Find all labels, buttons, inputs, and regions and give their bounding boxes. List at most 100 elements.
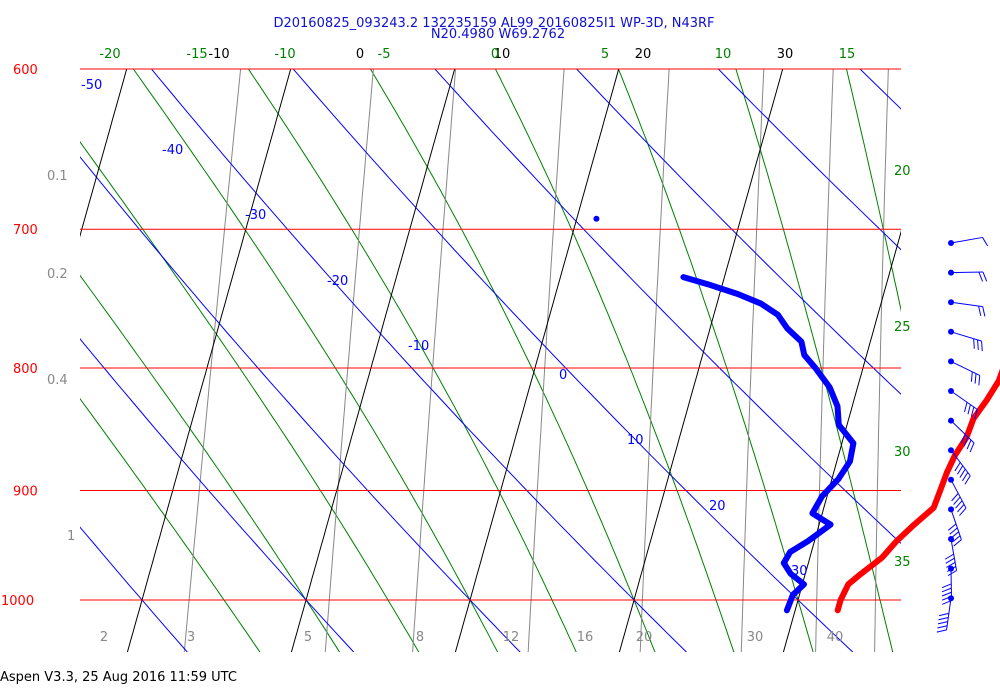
wind-barb [948, 236, 989, 247]
pressure-label: 800 [13, 362, 38, 377]
wind-barb-staff [950, 301, 983, 308]
isotherms [80, 69, 901, 652]
wind-barb-feather [947, 570, 957, 577]
wind-barb-feather [974, 373, 977, 384]
wind-barb-feather [982, 237, 989, 247]
moist-adiabat-label: 0 [491, 47, 499, 62]
wind-barb-staff [950, 509, 962, 540]
wind-barb-feather [951, 493, 959, 502]
mixing-ratio-line [639, 69, 670, 652]
wind-barb-feather [970, 371, 973, 382]
isobars [80, 68, 901, 601]
mixing-ratio-label: 16 [577, 630, 594, 645]
wind-barb-feather [960, 433, 966, 444]
wind-barb-feather [978, 305, 982, 316]
isotherm-label: 10 [494, 47, 511, 62]
mixing-ratio-label: 12 [503, 630, 520, 645]
wind-barb-feather [959, 507, 967, 516]
pressure-label: 600 [13, 63, 38, 78]
wind-barb-feather [981, 341, 983, 352]
wind-barb-feather [966, 439, 972, 450]
moist-adiabat-label: 35 [894, 555, 911, 570]
wind-barb-feather [937, 621, 948, 625]
moist-adiabat-label: -20 [99, 47, 120, 62]
wind-barb-feather [941, 591, 952, 597]
wind-barb-feather [944, 553, 954, 560]
wind-barb-feather [963, 436, 969, 447]
wind-barb-feather [955, 500, 963, 509]
wind-barb-feather [942, 600, 952, 605]
mixing-ratio-line [183, 69, 242, 652]
moist-adiabat-line [247, 69, 577, 652]
dry-adiabat-label: 0 [559, 368, 567, 383]
mixing-ratio-label: 0.4 [47, 373, 68, 388]
wind-barb-feather [941, 587, 952, 593]
mixing-ratio-label: 0.1 [47, 169, 68, 184]
wind-barb-feather [954, 462, 961, 472]
dry-adiabat-line [80, 156, 521, 652]
dry-adiabat-line [575, 69, 901, 395]
wind-barb-staff [950, 538, 958, 571]
wind-barb-feather [974, 409, 978, 420]
mixing-ratio-line [324, 69, 374, 652]
dry-adiabat-label: -50 [81, 78, 102, 93]
sounding-traces [593, 215, 1000, 614]
wind-barb-feather [970, 406, 975, 417]
wind-barb-feather [953, 539, 962, 547]
wind-barb-feather [956, 465, 964, 475]
pressure-label: 1000 [1, 594, 34, 609]
mixing-ratio-label: 5 [304, 630, 312, 645]
moist-adiabat-label: 5 [601, 47, 609, 62]
wind-barb-feather [938, 617, 949, 621]
moist-adiabat-line [80, 274, 341, 652]
moist-adiabat-label: -10 [274, 47, 295, 62]
chart-title: D20160825_093243.2 132235159 AL99 201608… [273, 16, 715, 31]
moist-adiabat-label: 25 [894, 320, 911, 335]
mixing-ratio-lines [13, 67, 889, 655]
moist-adiabat-label: 20 [894, 164, 911, 179]
isotherm-label: -10 [208, 47, 229, 62]
data-point [593, 215, 600, 222]
dry-adiabat-label: 20 [709, 499, 726, 514]
moist-adiabat-line [80, 397, 261, 652]
dry-adiabat-label: 30 [791, 564, 808, 579]
wind-barb-feather [978, 271, 984, 282]
dry-adiabat-line [0, 67, 23, 655]
wind-barb-feather [941, 583, 952, 589]
wind-barb-feather [946, 561, 956, 568]
temperature-trace [834, 368, 1000, 614]
wind-barb-feather [945, 557, 955, 564]
wind-barb [948, 299, 986, 317]
software-footer: Aspen V3.3, 25 Aug 2016 11:59 UTC [0, 670, 237, 685]
mixing-ratio-line [13, 67, 79, 655]
mixing-ratio-line [740, 69, 765, 652]
wind-barb [948, 417, 975, 453]
wind-barb-feather [982, 306, 986, 317]
dry-adiabat-line [80, 338, 355, 652]
isotherm-line [126, 69, 292, 652]
wind-barb-feather [978, 375, 981, 386]
isotherm-label: 0 [356, 47, 364, 62]
mixing-ratio-label: 20 [636, 630, 653, 645]
wind-barb-staff [950, 390, 978, 410]
wind-barb-feather [957, 504, 965, 513]
wind-barb [947, 506, 962, 547]
pressure-label: 700 [13, 223, 38, 238]
isotherm-line [454, 69, 620, 652]
wind-barb [948, 358, 981, 386]
wind-barb-feather [977, 339, 979, 350]
mixing-ratio-label: 8 [416, 630, 424, 645]
wind-barb-staff [950, 236, 983, 244]
isotherm-line [618, 69, 784, 652]
wind-barb [948, 328, 983, 352]
moist-adiabat-line [617, 69, 814, 652]
chart-subtitle-location: N20.4980 W69.2762 [430, 27, 566, 42]
wind-barb-feather [969, 442, 975, 453]
dry-adiabat-label: 10 [627, 433, 644, 448]
dry-adiabat-line [717, 69, 901, 251]
moist-adiabat-label: -5 [378, 47, 391, 62]
mixing-ratio-line [527, 69, 565, 652]
wind-barb [948, 476, 967, 516]
wind-barb-feather [982, 271, 988, 282]
